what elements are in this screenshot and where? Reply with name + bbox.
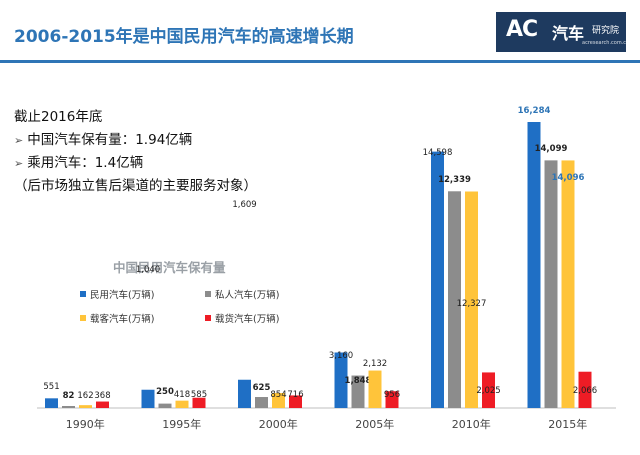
ac-research-logo: AC 汽车 研究院 acresearch.com.cn [496, 12, 630, 52]
data-label: 3,160 [329, 351, 353, 361]
data-label: 418 [174, 390, 190, 400]
data-label: 2,066 [573, 386, 597, 396]
bar [141, 389, 155, 408]
data-label: 1,040 [136, 265, 160, 275]
data-label: 716 [287, 390, 303, 400]
note-text: 中国汽车保有量：1.94亿辆 [27, 132, 193, 148]
legend-swatch [205, 315, 211, 321]
legend-label: 民用汽车(万辆) [90, 289, 154, 301]
x-tick-label: 1995年 [162, 417, 201, 431]
bar [448, 191, 461, 408]
data-label: 625 [253, 383, 271, 393]
arrow-bullet-icon: ➢ [14, 157, 24, 170]
logo-mark: AC [506, 17, 538, 42]
note-text: 乘用汽车：1.4亿辆 [27, 155, 144, 171]
note-line: 截止2016年底 [14, 106, 257, 129]
bar [192, 397, 206, 408]
bar [79, 405, 92, 408]
logo-url: acresearch.com.cn [582, 40, 630, 46]
logo-name: 汽车 [552, 24, 585, 43]
data-label: 368 [94, 391, 110, 401]
note-line: ➢ 乘用汽车：1.4亿辆 [14, 152, 257, 175]
legend-swatch [205, 291, 211, 297]
data-label: 14,598 [423, 148, 453, 158]
page-title: 2006-2015年是中国民用汽车的高速增长期 [14, 27, 354, 47]
data-label: 14,099 [535, 144, 568, 154]
x-tick-label: 1990年 [66, 417, 105, 431]
data-label: 250 [156, 387, 174, 397]
logo-subtitle: 研究院 [592, 26, 620, 36]
bar [544, 160, 558, 408]
bar [527, 122, 541, 408]
data-label: 551 [43, 382, 59, 392]
data-label: 82 [63, 391, 75, 401]
bar [96, 401, 109, 408]
note-text: 截止2016年底 [14, 109, 103, 125]
bar [465, 191, 478, 408]
bar [272, 393, 285, 408]
note-line: （后市场独立售后渠道的主要服务对象） [14, 175, 257, 198]
bar [158, 403, 172, 408]
x-tick-label: 2015年 [548, 417, 587, 431]
note-text: （后市场独立售后渠道的主要服务对象） [14, 178, 257, 194]
legend-label: 载客汽车(万辆) [90, 313, 154, 325]
bar [385, 391, 399, 408]
note-line: ➢ 中国汽车保有量：1.94亿辆 [14, 129, 257, 152]
legend-label: 私人汽车(万辆) [215, 289, 279, 301]
data-label: 956 [384, 390, 400, 400]
summary-notes: 截止2016年底 ➢ 中国汽车保有量：1.94亿辆 ➢ 乘用汽车：1.4亿辆 （后市… [14, 106, 257, 198]
x-tick-label: 2010年 [452, 417, 491, 431]
x-tick-label: 2005年 [355, 417, 394, 431]
bar [482, 372, 495, 408]
data-label: 1,848 [345, 376, 372, 386]
data-label: 12,327 [457, 299, 487, 309]
bar [351, 375, 365, 408]
data-label: 2,132 [363, 359, 387, 369]
legend-label: 载货汽车(万辆) [215, 313, 279, 325]
legend-swatch [80, 315, 86, 321]
x-tick-label: 2000年 [259, 417, 298, 431]
data-label: 854 [270, 390, 286, 400]
bar [289, 395, 302, 408]
data-label: 14,096 [552, 173, 585, 183]
bar [62, 406, 75, 408]
bar [238, 379, 251, 408]
legend-swatch [80, 291, 86, 297]
data-label: 162 [77, 391, 93, 401]
bar [175, 400, 189, 408]
bar [255, 397, 268, 408]
data-label: 16,284 [518, 106, 551, 116]
data-label: 2,025 [476, 386, 500, 396]
chart-title: 中国民用汽车保有量 [113, 260, 226, 275]
data-label: 585 [191, 390, 207, 400]
bar [334, 352, 348, 408]
bar [45, 398, 58, 408]
title-divider [0, 60, 640, 63]
bar [561, 160, 575, 408]
data-label: 12,339 [438, 175, 471, 185]
bar [578, 371, 592, 408]
arrow-bullet-icon: ➢ [14, 134, 24, 147]
bar [368, 370, 382, 408]
bar [431, 151, 444, 409]
data-label: 1,609 [232, 200, 256, 210]
